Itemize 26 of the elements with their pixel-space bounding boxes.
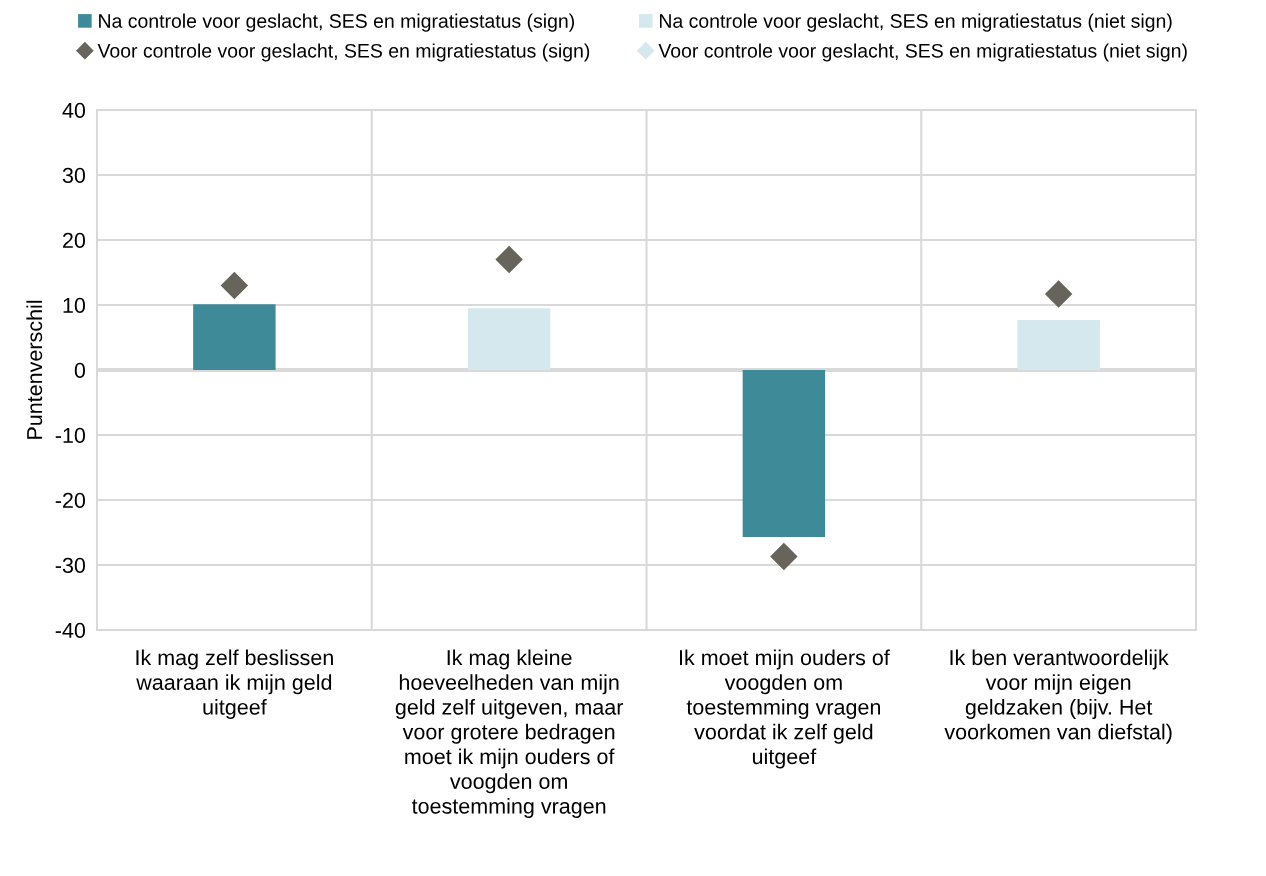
bar [742,370,826,538]
x-tick-label: Ik mag zelf beslissen waaraan ik mijn geld uitgeef [136,649,333,720]
y-axis-title: Puntenverschil [26,300,43,439]
y-tick-label: -40 [55,622,86,639]
y-tick-label: 0 [74,362,86,379]
y-tick-label: 20 [63,232,86,249]
y-tick-label: -10 [55,427,86,444]
point [495,246,523,273]
point [1045,280,1073,308]
point [770,543,798,571]
y-tick-label: 40 [62,102,86,119]
y-tick-label: -20 [55,492,86,509]
legend-label: Na controle voor geslacht, SES en migratiestatus (sign) [99,13,574,32]
bar [1017,319,1100,370]
y-tick-label: 30 [62,167,86,184]
bar [193,304,276,370]
x-tick-label: Ik ben verantwoordelijk voor mijn eigen geldzaken (bijv. Het voorkomen van diefstal) [944,649,1172,744]
legend-label: Voor controle voor geslacht, SES en migratiestatus (sign) [97,43,590,62]
legend-label: Na controle voor geslacht, SES en migratiestatus (niet sign) [659,13,1172,32]
y-tick-label: 10 [63,297,86,314]
x-tick-label: Ik mag kleine hoeveelheden van mijn geld zelf uitgeven, maar voor grotere bedragen moet ik mijn ouders of voogden om toestemming vragen [395,649,624,818]
point [220,272,248,299]
y-tick-label: -30 [55,557,86,574]
bar [467,308,551,370]
legend-label: Voor controle voor geslacht, SES en migratiestatus (niet sign) [658,43,1187,62]
x-tick-label: Ik moet mijn ouders of voogden om toestemming vragen voordat ik zelf geld uitgeef [679,649,890,769]
